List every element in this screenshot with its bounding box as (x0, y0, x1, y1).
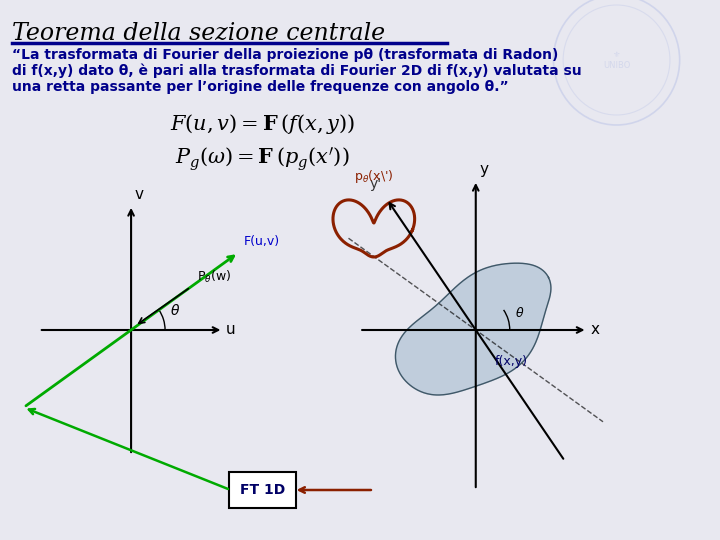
Text: x: x (590, 322, 599, 338)
Text: f(x,y): f(x,y) (495, 355, 528, 368)
Text: P$_\theta$(w): P$_\theta$(w) (197, 269, 231, 285)
Polygon shape (395, 263, 551, 395)
Text: di f(x,y) dato θ, è pari alla trasformata di Fourier 2D di f(x,y) valutata su: di f(x,y) dato θ, è pari alla trasformat… (12, 64, 581, 78)
Text: ⚜
UNIBO: ⚜ UNIBO (603, 50, 630, 70)
Text: y': y' (369, 177, 382, 191)
Text: FT 1D: FT 1D (240, 483, 285, 497)
Text: $\theta$: $\theta$ (515, 306, 524, 320)
Text: $F(u, v) = \mathbf{F}\,\left(f(x, y)\right)$: $F(u, v) = \mathbf{F}\,\left(f(x, y)\rig… (169, 112, 355, 136)
Text: “La trasformata di Fourier della proiezione pθ (trasformata di Radon): “La trasformata di Fourier della proiezi… (12, 48, 558, 62)
Text: u: u (226, 322, 236, 338)
Text: F(u,v): F(u,v) (243, 234, 279, 247)
Text: y: y (480, 162, 489, 177)
Text: una retta passante per l’origine delle frequenze con angolo θ.”: una retta passante per l’origine delle f… (12, 80, 508, 94)
Text: Teorema della sezione centrale: Teorema della sezione centrale (12, 22, 384, 45)
Text: $P_g(\omega) = \mathbf{F}\,\left(p_g(x^{\prime})\right)$: $P_g(\omega) = \mathbf{F}\,\left(p_g(x^{… (175, 145, 349, 173)
Text: $\theta$: $\theta$ (170, 303, 180, 318)
FancyBboxPatch shape (229, 472, 296, 508)
Text: p$_\theta$(x\'): p$_\theta$(x\') (354, 168, 394, 185)
Text: v: v (135, 187, 144, 202)
